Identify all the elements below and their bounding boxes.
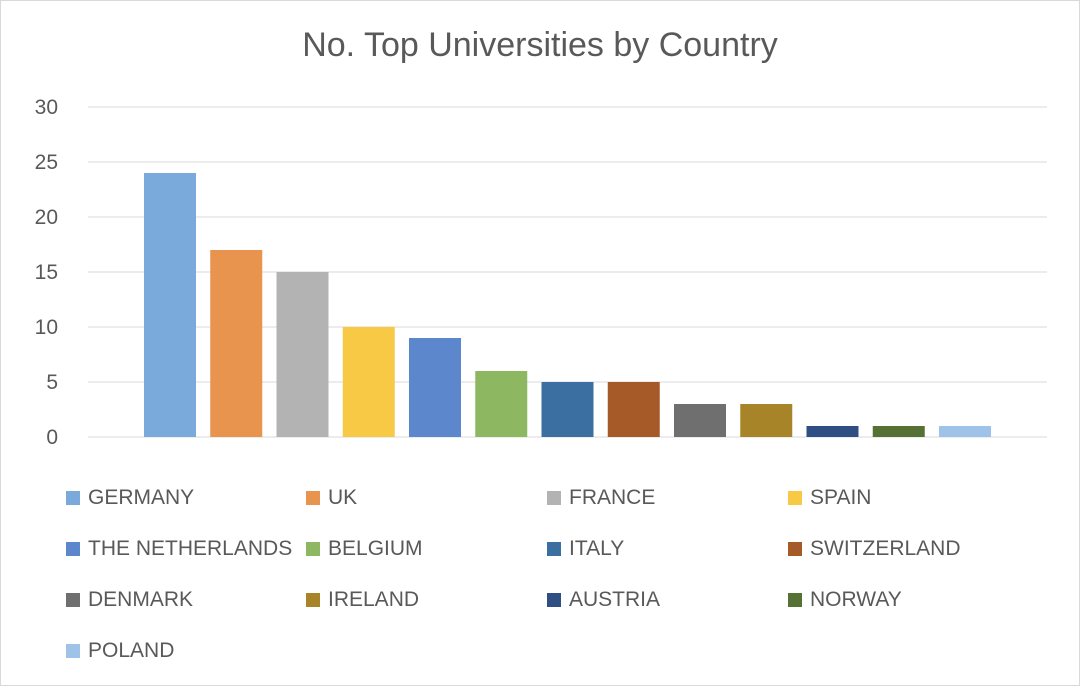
chart-title: No. Top Universities by Country bbox=[302, 26, 778, 64]
legend-item-uk: UK bbox=[306, 484, 547, 512]
legend-swatch bbox=[66, 593, 80, 607]
bar-france bbox=[276, 272, 329, 437]
legend-label: THE NETHERLANDS bbox=[88, 537, 293, 560]
legend-label: AUSTRIA bbox=[569, 588, 661, 611]
legend-swatch bbox=[66, 644, 80, 658]
legend-swatch bbox=[788, 593, 802, 607]
legend-item-the-netherlands: THE NETHERLANDS bbox=[66, 535, 306, 563]
y-tick-label: 10 bbox=[35, 316, 58, 339]
legend-label: SWITZERLAND bbox=[810, 537, 961, 560]
legend-label: FRANCE bbox=[569, 486, 656, 509]
legend-swatch bbox=[66, 491, 80, 505]
legend-item-austria: AUSTRIA bbox=[547, 586, 788, 614]
legend-item-france: FRANCE bbox=[547, 484, 788, 512]
y-tick-label: 15 bbox=[35, 261, 58, 284]
chart-legend: GERMANY UK FRANCE SPAIN THE NETHERLANDS BELGI… bbox=[66, 484, 1046, 688]
legend-swatch bbox=[547, 542, 561, 556]
legend-label: UK bbox=[328, 486, 358, 509]
legend-item-ireland: IRELAND bbox=[306, 586, 547, 614]
bar-austria bbox=[806, 426, 859, 437]
legend-swatch bbox=[788, 491, 802, 505]
legend-item-belgium: BELGIUM bbox=[306, 535, 547, 563]
legend-label: ITALY bbox=[569, 537, 625, 560]
y-tick-label: 0 bbox=[46, 426, 58, 449]
legend-label: POLAND bbox=[88, 639, 175, 662]
legend-swatch bbox=[306, 542, 320, 556]
bar-switzerland bbox=[607, 382, 660, 437]
y-tick-label: 30 bbox=[35, 96, 58, 119]
legend-swatch bbox=[788, 542, 802, 556]
bar-uk bbox=[210, 250, 263, 437]
bar-norway bbox=[872, 426, 925, 437]
bar-belgium bbox=[475, 371, 528, 437]
legend-label: DENMARK bbox=[88, 588, 194, 611]
bar-denmark bbox=[674, 404, 726, 437]
legend-swatch bbox=[547, 593, 561, 607]
legend-swatch bbox=[306, 491, 320, 505]
legend-item-germany: GERMANY bbox=[66, 484, 306, 512]
bar-the-netherlands bbox=[409, 338, 461, 437]
legend-item-denmark: DENMARK bbox=[66, 586, 306, 614]
legend-item-italy: ITALY bbox=[547, 535, 788, 563]
y-tick-label: 25 bbox=[35, 151, 58, 174]
legend-item-poland: POLAND bbox=[66, 637, 306, 665]
legend-swatch bbox=[547, 491, 561, 505]
legend-swatch bbox=[306, 593, 320, 607]
legend-label: SPAIN bbox=[810, 486, 872, 509]
legend-item-spain: SPAIN bbox=[788, 484, 1028, 512]
legend-swatch bbox=[66, 542, 80, 556]
bar-germany bbox=[144, 173, 196, 437]
legend-label: IRELAND bbox=[328, 588, 420, 611]
bar-italy bbox=[541, 382, 594, 437]
legend-item-switzerland: SWITZERLAND bbox=[788, 535, 1028, 563]
y-tick-label: 5 bbox=[46, 371, 58, 394]
legend-label: NORWAY bbox=[810, 588, 902, 611]
legend-label: GERMANY bbox=[88, 486, 195, 509]
legend-label: BELGIUM bbox=[328, 537, 423, 560]
y-tick-label: 20 bbox=[35, 206, 58, 229]
legend-item-norway: NORWAY bbox=[788, 586, 1028, 614]
bar-ireland bbox=[740, 404, 793, 437]
bar-poland bbox=[939, 426, 991, 437]
bar-spain bbox=[342, 327, 395, 437]
